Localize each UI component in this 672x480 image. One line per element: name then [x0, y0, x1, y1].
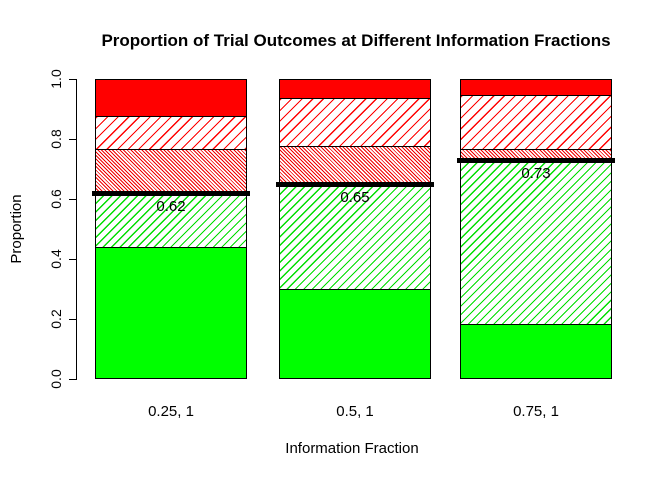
x-axis-label: Information Fraction	[285, 440, 419, 457]
threshold-line	[276, 182, 434, 188]
y-tick-mark	[69, 139, 77, 140]
x-category-label: 0.75, 1	[513, 403, 559, 420]
segment-red-dense-hatch	[280, 145, 430, 185]
segment-green-hatch	[280, 184, 430, 289]
y-tick-mark	[69, 319, 77, 320]
chart-title: Proportion of Trial Outcomes at Differen…	[101, 31, 611, 50]
y-tick-label: 0.6	[48, 189, 64, 209]
y-tick-label: 0.2	[48, 309, 64, 329]
segment-solid-green	[280, 288, 430, 378]
y-tick-label: 0.0	[48, 369, 64, 389]
segment-red-hatch	[280, 97, 430, 146]
segment-solid-green	[461, 324, 611, 378]
threshold-line	[457, 158, 615, 164]
y-tick-mark	[69, 379, 77, 380]
y-tick-label: 0.8	[48, 129, 64, 149]
threshold-value-label: 0.62	[156, 198, 186, 216]
segment-red-hatch	[461, 94, 611, 149]
segment-green-hatch	[461, 160, 611, 325]
segment-red-dense-hatch	[461, 148, 611, 161]
stacked-bar-3: 0.73	[457, 79, 615, 379]
y-tick-mark	[69, 79, 77, 80]
stacked-bar-2: 0.65	[276, 79, 434, 379]
segment-red-hatch	[96, 115, 246, 149]
stacked-bar-1: 0.62	[92, 79, 250, 379]
y-tick-mark	[69, 259, 77, 260]
segment-solid-red	[280, 80, 430, 98]
segment-solid-red	[461, 80, 611, 95]
segment-solid-red	[96, 80, 246, 116]
threshold-line	[92, 191, 250, 197]
segment-solid-green	[96, 246, 246, 378]
segment-red-dense-hatch	[96, 148, 246, 194]
y-axis-label: Proportion	[8, 194, 25, 264]
y-tick-label: 1.0	[48, 69, 64, 89]
threshold-value-label: 0.65	[340, 189, 370, 207]
x-category-label: 0.25, 1	[148, 403, 194, 420]
threshold-value-label: 0.73	[521, 165, 551, 183]
x-category-label: 0.5, 1	[336, 403, 374, 420]
y-tick-label: 0.4	[48, 249, 64, 269]
y-axis-line	[76, 79, 77, 380]
y-tick-mark	[69, 199, 77, 200]
